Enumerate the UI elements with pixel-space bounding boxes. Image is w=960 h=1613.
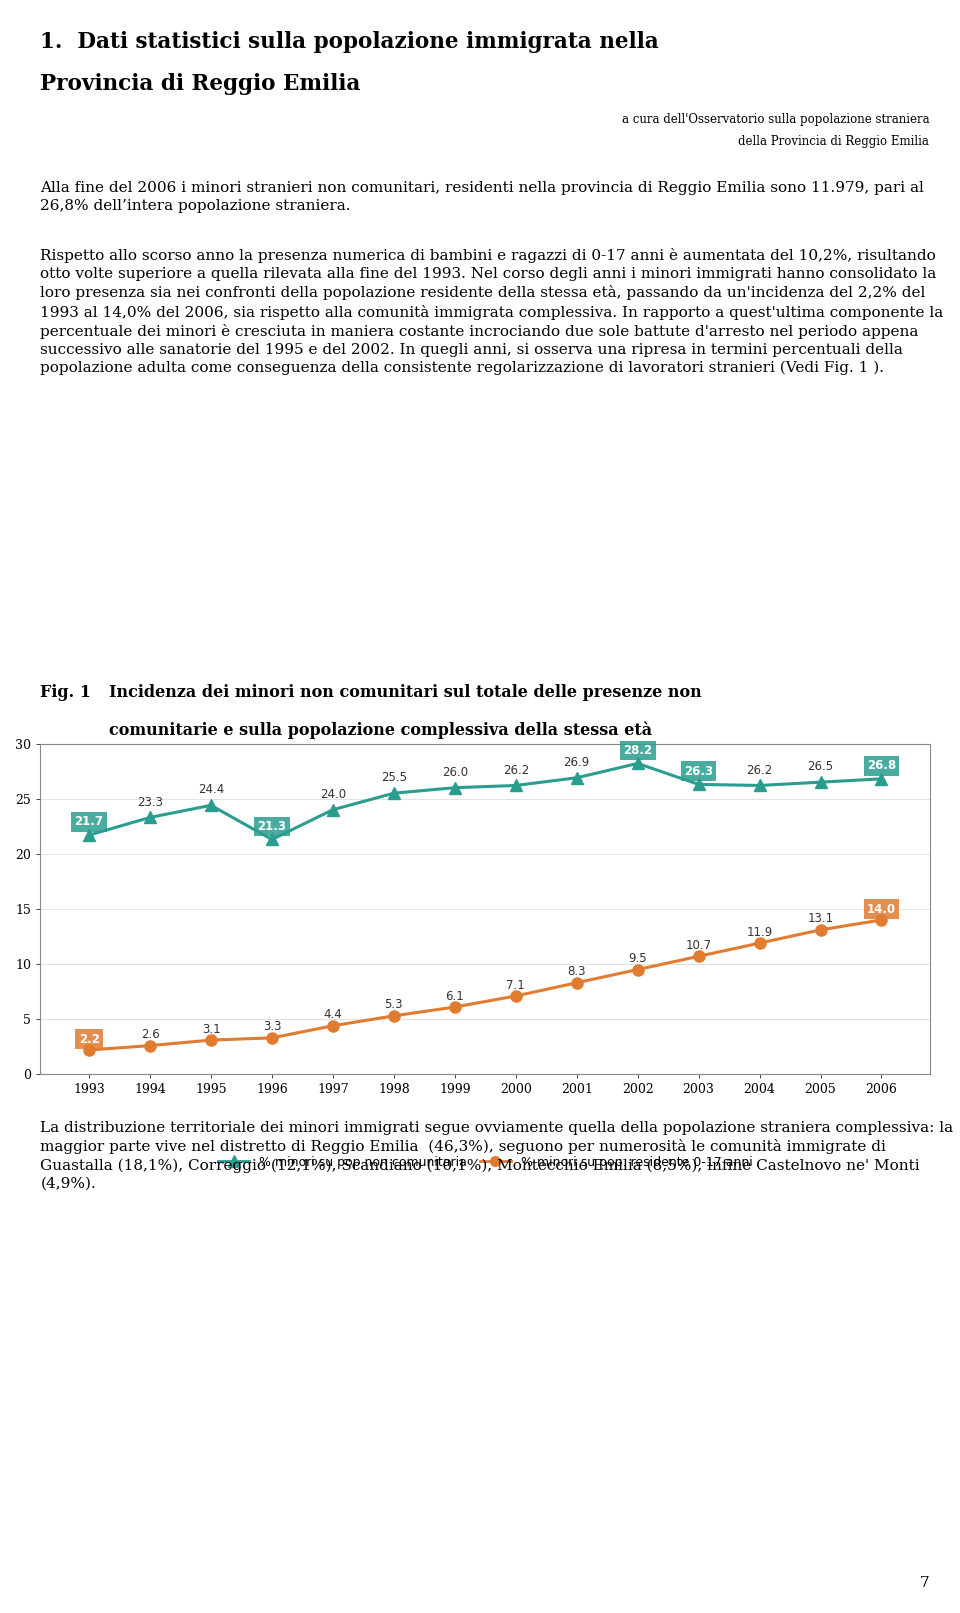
Text: della Provincia di Reggio Emilia: della Provincia di Reggio Emilia <box>738 135 929 148</box>
Text: 11.9: 11.9 <box>747 926 773 939</box>
Text: comunitarie e sulla popolazione complessiva della stessa età: comunitarie e sulla popolazione compless… <box>109 721 653 739</box>
Text: 26.2: 26.2 <box>503 763 529 777</box>
Text: 8.3: 8.3 <box>567 965 586 979</box>
Text: 13.1: 13.1 <box>807 913 833 926</box>
Text: 14.0: 14.0 <box>867 903 896 916</box>
Text: Incidenza dei minori non comunitari sul totale delle presenze non: Incidenza dei minori non comunitari sul … <box>109 684 702 702</box>
Legend: % minori su pop non comunitaria, % minori su pop. residente 0-17 anni: % minori su pop non comunitaria, % minor… <box>213 1150 757 1174</box>
Text: La distribuzione territoriale dei minori immigrati segue ovviamente quella della: La distribuzione territoriale dei minori… <box>40 1121 953 1190</box>
Text: 10.7: 10.7 <box>685 939 711 952</box>
Text: Provincia di Reggio Emilia: Provincia di Reggio Emilia <box>40 73 361 95</box>
Text: 26.5: 26.5 <box>807 760 833 773</box>
Text: 3.3: 3.3 <box>263 1021 281 1034</box>
Text: Rispetto allo scorso anno la presenza numerica di bambini e ragazzi di 0-17 anni: Rispetto allo scorso anno la presenza nu… <box>40 248 944 376</box>
Text: 1.  Dati statistici sulla popolazione immigrata nella: 1. Dati statistici sulla popolazione imm… <box>40 31 660 53</box>
Text: 3.1: 3.1 <box>202 1023 220 1036</box>
Text: Alla fine del 2006 i minori stranieri non comunitari, residenti nella provincia : Alla fine del 2006 i minori stranieri no… <box>40 181 924 213</box>
Text: 24.0: 24.0 <box>320 787 346 802</box>
Text: 24.4: 24.4 <box>198 784 224 797</box>
Text: a cura dell'Osservatorio sulla popolazione straniera: a cura dell'Osservatorio sulla popolazio… <box>622 113 929 126</box>
Text: 6.1: 6.1 <box>445 990 465 1003</box>
Text: 2.2: 2.2 <box>79 1032 100 1045</box>
Text: 25.5: 25.5 <box>381 771 407 784</box>
Text: 7.1: 7.1 <box>506 979 525 992</box>
Text: 7: 7 <box>920 1576 929 1590</box>
Text: 9.5: 9.5 <box>629 952 647 965</box>
Text: 2.6: 2.6 <box>141 1027 159 1042</box>
Text: Fig. 1: Fig. 1 <box>40 684 91 702</box>
Text: 4.4: 4.4 <box>324 1008 343 1021</box>
Text: 21.7: 21.7 <box>75 816 104 829</box>
Text: 26.2: 26.2 <box>747 763 773 777</box>
Text: 28.2: 28.2 <box>623 744 652 756</box>
Text: 23.3: 23.3 <box>137 795 163 808</box>
Text: 26.3: 26.3 <box>684 765 713 777</box>
Text: 26.8: 26.8 <box>867 760 896 773</box>
Text: 26.0: 26.0 <box>442 766 468 779</box>
Text: 5.3: 5.3 <box>385 998 403 1011</box>
Text: 21.3: 21.3 <box>257 819 286 832</box>
Text: 26.9: 26.9 <box>564 756 589 769</box>
